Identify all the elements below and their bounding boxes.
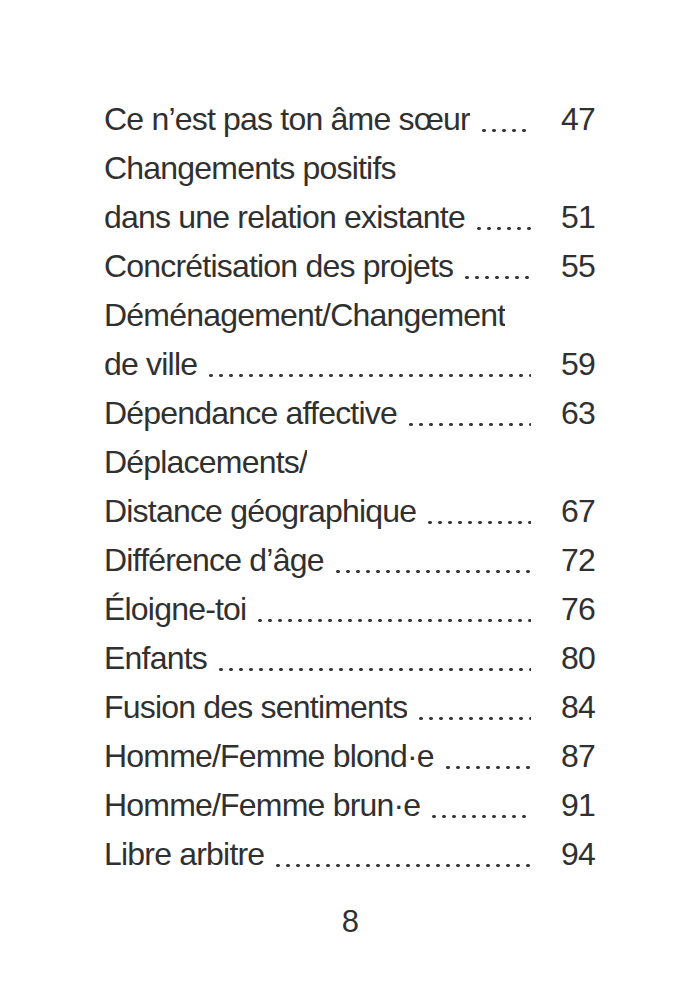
folio-page-number: 8 bbox=[0, 900, 700, 944]
dot-leader bbox=[460, 242, 531, 291]
toc-row: de ville 59 bbox=[104, 340, 595, 389]
toc-row: Fusion des sentiments 84 bbox=[104, 683, 595, 732]
toc-row: Homme/Femme blond·e 87 bbox=[104, 732, 595, 781]
toc-entry-title: Déplacements/ bbox=[104, 438, 307, 487]
toc-row: Dépendance affective 63 bbox=[104, 389, 595, 438]
dot-leader bbox=[423, 487, 531, 536]
dot-leader bbox=[253, 585, 531, 634]
dot-leader bbox=[477, 95, 531, 144]
toc-entry-title: Déménagement/Changement bbox=[104, 291, 505, 340]
toc-page-number: 94 bbox=[543, 830, 595, 879]
toc-row: Distance géographique 67 bbox=[104, 487, 595, 536]
toc-page-number: 63 bbox=[543, 389, 595, 438]
toc-page-number: 67 bbox=[543, 487, 595, 536]
toc-row: Libre arbitre 94 bbox=[104, 830, 595, 879]
dot-leader bbox=[441, 732, 531, 781]
toc-row: Déplacements/ bbox=[104, 438, 595, 487]
toc-row: Enfants 80 bbox=[104, 634, 595, 683]
dot-leader bbox=[404, 389, 531, 438]
toc-page-number: 51 bbox=[543, 193, 595, 242]
toc-row: Différence d’âge 72 bbox=[104, 536, 595, 585]
toc-entry-title: Fusion des sentiments bbox=[104, 683, 407, 732]
toc-entry-title: Enfants bbox=[104, 634, 207, 683]
toc-entry-title: Éloigne-toi bbox=[104, 585, 246, 634]
toc-row: Concrétisation des projets 55 bbox=[104, 242, 595, 291]
toc-entry-title-continued: de ville bbox=[104, 340, 197, 389]
dot-leader bbox=[204, 340, 531, 389]
toc-row: Homme/Femme brun·e 91 bbox=[104, 781, 595, 830]
toc-entry-title: Concrétisation des projets bbox=[104, 242, 453, 291]
dot-leader bbox=[271, 830, 531, 879]
toc-page-number: 76 bbox=[543, 585, 595, 634]
toc-entry-title: Homme/Femme brun·e bbox=[104, 781, 420, 830]
toc-page-number: 91 bbox=[543, 781, 595, 830]
toc-page-number: 55 bbox=[543, 242, 595, 291]
toc-row: Changements positifs bbox=[104, 144, 595, 193]
toc-page-number: 80 bbox=[543, 634, 595, 683]
toc-entry-title: Dépendance affective bbox=[104, 389, 397, 438]
book-page: Ce n’est pas ton âme sœur 47 Changements… bbox=[0, 0, 700, 989]
toc-page-number: 47 bbox=[543, 95, 595, 144]
toc-row: Déménagement/Changement bbox=[104, 291, 595, 340]
toc-entry-title: Homme/Femme blond·e bbox=[104, 732, 434, 781]
toc-row: Éloigne-toi 76 bbox=[104, 585, 595, 634]
toc-page-number: 72 bbox=[543, 536, 595, 585]
toc-entry-title: Changements positifs bbox=[104, 144, 396, 193]
toc-page-number: 87 bbox=[543, 732, 595, 781]
toc-entry-title: Ce n’est pas ton âme sœur bbox=[104, 95, 470, 144]
dot-leader bbox=[472, 193, 531, 242]
toc-page-number: 84 bbox=[543, 683, 595, 732]
table-of-contents: Ce n’est pas ton âme sœur 47 Changements… bbox=[104, 95, 595, 879]
toc-row: dans une relation existante 51 bbox=[104, 193, 595, 242]
dot-leader bbox=[414, 683, 531, 732]
dot-leader bbox=[214, 634, 531, 683]
toc-row: Ce n’est pas ton âme sœur 47 bbox=[104, 95, 595, 144]
toc-entry-title-continued: Distance géographique bbox=[104, 487, 416, 536]
dot-leader bbox=[427, 781, 531, 830]
toc-page-number: 59 bbox=[543, 340, 595, 389]
toc-entry-title: Différence d’âge bbox=[104, 536, 324, 585]
dot-leader bbox=[331, 536, 531, 585]
toc-entry-title-continued: dans une relation existante bbox=[104, 193, 465, 242]
toc-entry-title: Libre arbitre bbox=[104, 830, 264, 879]
